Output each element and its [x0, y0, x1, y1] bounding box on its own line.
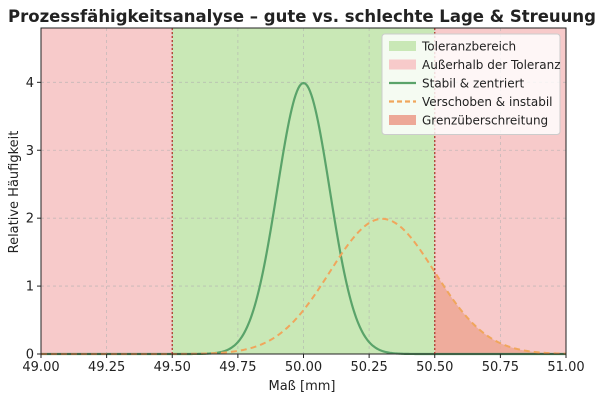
- legend-item: Toleranzbereich: [389, 39, 516, 53]
- x-tick-label: 50.75: [482, 360, 519, 375]
- y-axis-label: Relative Häufigkeit: [7, 131, 22, 254]
- legend-swatch: [389, 115, 416, 125]
- y-tick-label: 1: [26, 280, 34, 295]
- x-tick-label: 50.00: [285, 360, 322, 375]
- legend-swatch: [389, 59, 416, 70]
- x-tick-label: 49.25: [88, 360, 125, 375]
- y-tick-label: 2: [26, 212, 34, 227]
- y-ticks: 0 1 2 3 4: [26, 76, 41, 363]
- y-tick-label: 4: [26, 76, 34, 91]
- legend-swatch: [389, 41, 416, 51]
- x-tick-label: 49.50: [154, 360, 191, 375]
- exceedance-area: [434, 272, 566, 354]
- x-ticks: 49.00 49.25 49.50 49.75 50.00 50.25 50.50 50.75…: [22, 354, 585, 375]
- legend-label: Außerhalb der Toleranz: [422, 58, 561, 72]
- legend-box: [381, 33, 561, 135]
- legend-label: Verschoben & instabil: [422, 95, 553, 109]
- legend-item: Stabil & zentriert: [389, 76, 525, 90]
- x-tick-label: 49.75: [219, 360, 256, 375]
- x-tick-label: 51.00: [547, 360, 584, 375]
- x-tick-label: 50.50: [416, 360, 453, 375]
- x-tick-label: 50.25: [351, 360, 388, 375]
- y-tick-label: 3: [26, 144, 34, 159]
- legend-label: Toleranzbereich: [421, 39, 516, 53]
- legend-item: Außerhalb der Toleranz: [389, 58, 561, 72]
- x-axis-label: Maß [mm]: [269, 379, 336, 394]
- legend-label: Grenzüberschreitung: [422, 113, 548, 127]
- exceedance-layer: [434, 272, 566, 354]
- legend-item: Grenzüberschreitung: [389, 113, 548, 127]
- chart-title: Prozessfähigkeitsanalyse – gute vs. schl…: [8, 7, 596, 26]
- legend-label: Stabil & zentriert: [422, 76, 525, 90]
- x-tick-label: 49.00: [22, 360, 59, 375]
- legend: Toleranzbereich Außerhalb der Toleranz Sta…: [381, 33, 561, 135]
- legend-item: Verschoben & instabil: [389, 95, 553, 109]
- y-tick-label: 0: [26, 348, 34, 363]
